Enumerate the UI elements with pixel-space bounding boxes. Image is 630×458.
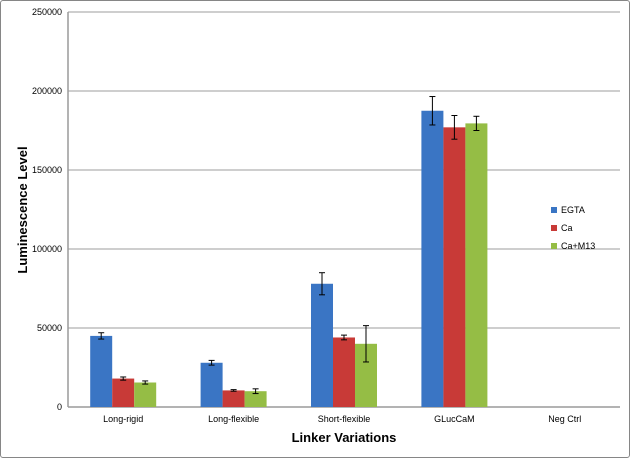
bar-ca-m13 [355, 343, 377, 407]
bar-ca [443, 127, 466, 407]
x-tick-label: Short-flexible [318, 414, 371, 424]
x-tick-label: GLucCaM [434, 414, 475, 424]
x-tick-label: Long-rigid [103, 414, 143, 424]
bar-egta [421, 110, 444, 407]
bar-ca [112, 378, 135, 407]
bar-ca [222, 390, 245, 407]
bar-ca-m13 [244, 391, 267, 407]
y-axis-label: Luminescence Level [15, 146, 30, 273]
bar-egta [311, 283, 333, 407]
legend-swatch [551, 243, 557, 249]
legend-swatch [551, 225, 557, 231]
y-tick-label: 50000 [37, 323, 62, 333]
y-tick-label: 0 [57, 402, 62, 412]
legend-label: EGTA [561, 205, 585, 215]
x-axis-label: Linker Variations [292, 430, 397, 445]
legend: EGTA Ca Ca+M13 [551, 205, 595, 251]
bar-ca-m13 [465, 123, 488, 407]
y-tick-labels: 0 50000 100000 150000 200000 250000 [32, 7, 62, 412]
bar-ca-m13 [134, 382, 157, 407]
y-tick-label: 150000 [32, 165, 62, 175]
legend-label: Ca+M13 [561, 241, 595, 251]
x-tick-label: Long-flexible [208, 414, 259, 424]
bars [90, 96, 488, 407]
legend-label: Ca [561, 223, 573, 233]
legend-swatch [551, 207, 557, 213]
y-tick-label: 100000 [32, 244, 62, 254]
bar-egta [90, 335, 113, 407]
gridlines [67, 11, 620, 408]
y-tick-label: 200000 [32, 86, 62, 96]
bar-egta [200, 362, 223, 407]
y-tick-label: 250000 [32, 7, 62, 17]
x-tick-label: Neg Ctrl [548, 414, 581, 424]
bar-ca [333, 337, 355, 407]
x-tick-labels: Long-rigid Long-flexible Short-flexible GLu… [103, 414, 581, 424]
